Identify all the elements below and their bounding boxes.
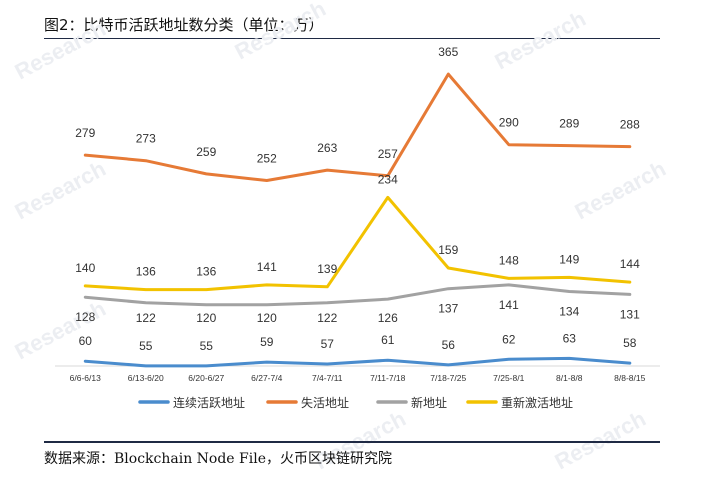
data-label: 136	[196, 265, 216, 279]
x-tick-label: 6/13-6/20	[128, 373, 164, 383]
x-axis: 6/6-6/13 6/13-6/20 6/20-6/27 6/27-7/4 7/4-7/…	[55, 365, 660, 383]
data-label: 122	[136, 311, 156, 325]
data-label: 141	[499, 298, 519, 312]
data-label: 289	[559, 117, 579, 131]
data-label: 120	[257, 311, 277, 325]
series-line	[83, 283, 632, 307]
watermark-text: Research	[11, 16, 110, 85]
data-label: 148	[499, 253, 519, 267]
data-label: 131	[620, 307, 640, 321]
x-tick-label: 7/25-8/1	[493, 373, 524, 383]
data-label: 365	[438, 45, 458, 59]
data-label: 141	[257, 260, 277, 274]
x-tick-label: 6/20-6/27	[188, 373, 224, 383]
data-label: 57	[321, 337, 335, 351]
x-tick-label: 6/6-6/13	[70, 373, 101, 383]
legend-label: 新地址	[411, 395, 447, 410]
data-label: 58	[623, 336, 637, 350]
data-label: 128	[75, 310, 95, 324]
data-label: 288	[620, 118, 640, 132]
data-label: 140	[75, 261, 95, 275]
legend-label: 重新激活地址	[501, 395, 573, 410]
data-label: 234	[378, 172, 398, 186]
data-label: 61	[381, 333, 395, 347]
data-label: 137	[438, 302, 458, 316]
watermark-text: Research	[11, 296, 110, 365]
title-rule	[44, 38, 660, 39]
watermark-text: Research	[231, 0, 330, 64]
series-line	[83, 356, 632, 368]
data-label: 62	[502, 332, 516, 346]
legend-label: 连续活跃地址	[173, 395, 245, 410]
watermark-text: Research	[11, 156, 110, 225]
x-tick-label: 7/18-7/25	[430, 373, 466, 383]
data-label: 273	[136, 132, 156, 146]
source-note: 数据来源：Blockchain Node File，火币区块链研究院	[44, 451, 392, 467]
data-label: 59	[260, 335, 274, 349]
chart-title: 图2：比特币活跃地址数分类（单位：万）	[44, 16, 324, 34]
watermark-text: Research	[491, 6, 590, 75]
data-label: 63	[563, 331, 577, 345]
series-line	[83, 72, 632, 182]
footer-rule	[44, 441, 660, 443]
x-tick-label: 7/4-7/11	[312, 373, 343, 383]
data-label: 259	[196, 145, 216, 159]
data-label: 290	[499, 116, 519, 130]
data-label: 279	[75, 126, 95, 140]
data-label: 120	[196, 311, 216, 325]
data-label: 144	[620, 257, 640, 271]
data-labels: 60 55 55 59 57 61 56 62 63 58 279 273 259 252 263 257 36…	[75, 45, 640, 353]
data-label: 252	[257, 151, 277, 165]
series-lines	[83, 72, 632, 368]
x-tick-label: 7/11-7/18	[370, 373, 406, 383]
legend-label: 失活地址	[301, 395, 349, 410]
x-tick-label: 8/1-8/8	[556, 373, 583, 383]
data-label: 122	[317, 311, 337, 325]
data-label: 149	[559, 252, 579, 266]
legend: 连续活跃地址 失活地址 新地址 重新激活地址	[138, 395, 573, 410]
data-label: 55	[200, 339, 214, 353]
data-label: 55	[139, 339, 153, 353]
data-label: 139	[317, 262, 337, 276]
data-label: 126	[378, 311, 398, 325]
data-label: 159	[438, 243, 458, 257]
watermark-text: Research	[571, 156, 670, 225]
data-label: 263	[317, 141, 337, 155]
data-label: 257	[378, 147, 398, 161]
data-label: 60	[79, 334, 93, 348]
data-label: 56	[442, 338, 456, 352]
series-line	[83, 195, 632, 292]
data-label: 134	[559, 305, 579, 319]
data-label: 136	[136, 265, 156, 279]
x-tick-label: 8/8-8/15	[614, 373, 645, 383]
x-tick-label: 6/27-7/4	[251, 373, 282, 383]
